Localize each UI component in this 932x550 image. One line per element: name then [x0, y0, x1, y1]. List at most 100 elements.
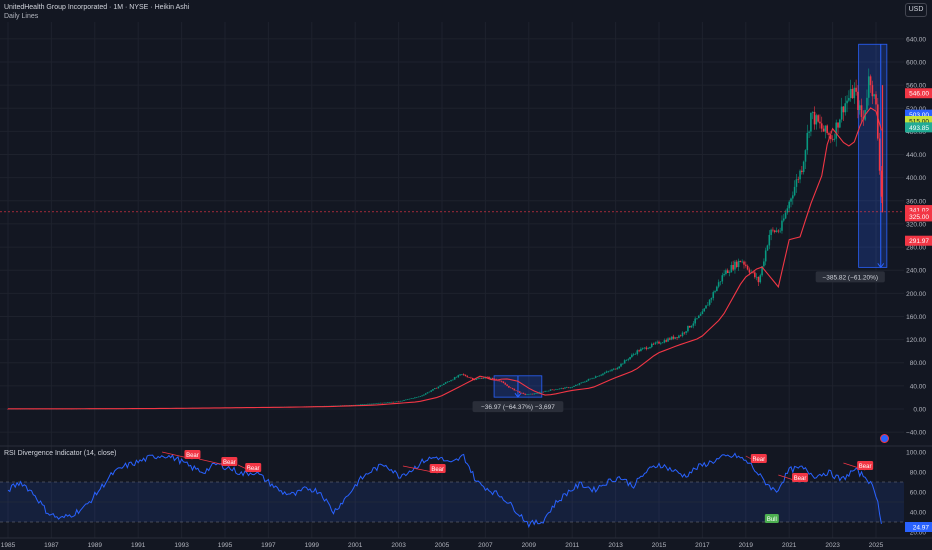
- candle-body: [372, 403, 375, 405]
- alert-pin-icon[interactable]: [880, 434, 889, 443]
- candle-body: [678, 335, 680, 338]
- candle-body: [848, 98, 850, 101]
- candle-body: [822, 128, 825, 132]
- candle-body: [844, 103, 847, 113]
- candle-body: [558, 388, 561, 390]
- candle-body: [690, 325, 693, 328]
- candle-body: [801, 170, 803, 173]
- candle-body: [397, 401, 400, 403]
- candle-body: [528, 393, 530, 395]
- candle-body: [623, 360, 626, 364]
- candle-body: [363, 404, 366, 405]
- candle-body: [602, 373, 604, 375]
- time-axis-label: 1999: [305, 542, 320, 549]
- bear-divergence-label: [245, 463, 262, 472]
- candle-body: [636, 350, 639, 354]
- candle-body: [815, 115, 818, 125]
- candle-body: [502, 381, 505, 384]
- candle-body: [770, 229, 772, 235]
- candle-body: [810, 112, 812, 132]
- candle-body: [580, 382, 583, 384]
- candle-body: [835, 122, 838, 139]
- price-axis-label: −40.00: [906, 430, 926, 437]
- candle-body: [629, 356, 631, 360]
- grid-lines: [0, 22, 932, 538]
- candle-body: [433, 388, 436, 390]
- divergence-labels: Bear Bear Bear Bear Bear Bear Bear Bull: [161, 450, 874, 523]
- candle-body: [741, 261, 743, 263]
- candle-body: [772, 229, 774, 231]
- candle-body: [571, 386, 573, 388]
- candle-body: [725, 270, 727, 275]
- rsi-axis-label: 80.00: [910, 470, 927, 477]
- rsi-axis-label: 60.00: [910, 490, 927, 497]
- measure-arrow-head: [514, 392, 522, 398]
- candle-body: [493, 378, 496, 380]
- candle-body: [721, 275, 724, 282]
- candle-body: [707, 304, 709, 306]
- candle-body: [730, 265, 733, 273]
- candle-body: [603, 372, 606, 374]
- candle-body: [654, 342, 657, 344]
- candle-body: [851, 88, 854, 99]
- candle-body: [782, 218, 785, 221]
- candle-body: [607, 371, 610, 372]
- bear-label-text: Bear: [752, 457, 765, 463]
- candle-body: [522, 392, 525, 394]
- price-badge-text: 515.00: [909, 118, 929, 125]
- candle-body: [584, 381, 586, 383]
- measure-label-bg: [815, 271, 885, 283]
- candle-body: [399, 400, 402, 402]
- measure-label-bg: [472, 401, 564, 413]
- candle-body: [676, 337, 678, 338]
- time-axis-label: 1993: [174, 542, 189, 549]
- rsi-layer: [0, 452, 904, 529]
- candle-body: [719, 281, 722, 283]
- divergence-line: [161, 451, 193, 460]
- candle-body: [714, 291, 716, 293]
- time-axis-label: 2021: [782, 542, 797, 549]
- candle-body: [504, 383, 507, 385]
- bear-divergence-label: [184, 450, 201, 459]
- candle-body: [746, 265, 749, 270]
- candle-body: [665, 340, 668, 342]
- candle-body: [578, 383, 581, 385]
- candle-body: [754, 272, 756, 278]
- bear-label-text: Bear: [794, 476, 807, 482]
- candle-body: [520, 392, 523, 394]
- price-axis-label: 560.00: [906, 83, 926, 90]
- candle-body: [694, 318, 696, 324]
- candle-body: [640, 348, 642, 352]
- candle-body: [594, 376, 597, 378]
- candle-body: [764, 250, 767, 262]
- time-axis-label: 1995: [218, 542, 233, 549]
- candle-body: [867, 76, 870, 98]
- candle-body: [877, 104, 879, 139]
- rsi-axis-label: 20.00: [910, 530, 927, 537]
- candle-body: [424, 393, 427, 395]
- candle-body: [853, 87, 856, 99]
- candle-body: [819, 121, 821, 124]
- price-axis-label: 0.00: [913, 407, 926, 414]
- moving-average-line: [8, 107, 882, 410]
- candle-body: [526, 394, 528, 396]
- candle-body: [759, 275, 762, 283]
- candle-body: [403, 399, 405, 401]
- candle-body: [359, 404, 362, 406]
- candle-body: [549, 389, 552, 391]
- candle-body: [829, 134, 832, 140]
- candle-body: [620, 363, 622, 367]
- candle-body: [755, 276, 758, 278]
- candle-body: [869, 76, 872, 86]
- candle-body: [500, 381, 503, 382]
- candle-body: [443, 383, 445, 385]
- candle-body: [625, 359, 628, 361]
- candle-body: [732, 265, 734, 270]
- candle-body: [453, 377, 456, 380]
- currency-button[interactable]: USD: [905, 3, 927, 17]
- candle-body: [793, 186, 796, 196]
- candle-body: [745, 264, 747, 266]
- price-badge: [905, 115, 932, 126]
- candle-body: [670, 336, 673, 340]
